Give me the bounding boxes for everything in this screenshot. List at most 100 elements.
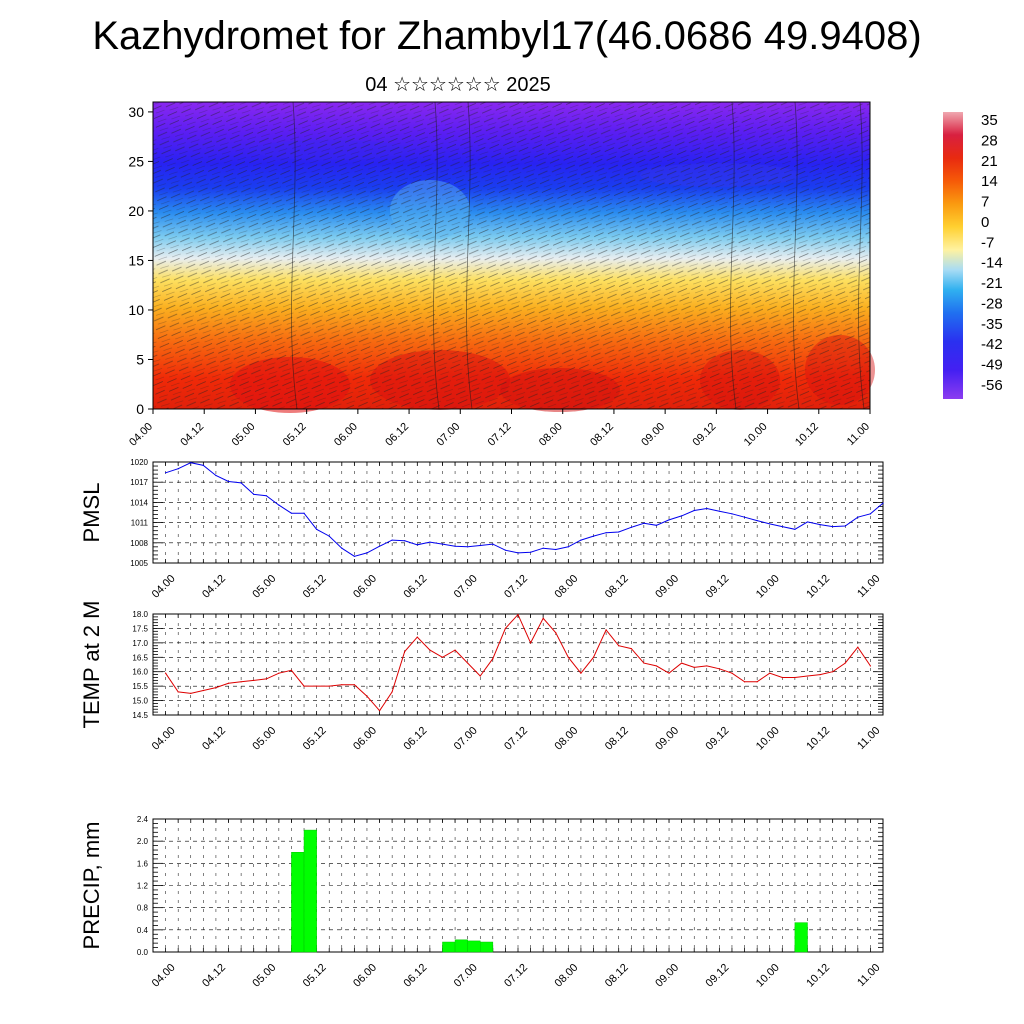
precip-panel: 0.0 0.4 0.8 1.2 1.6 2.0 2.4 04.00 04.12 05.00 05.1… xyxy=(79,815,884,990)
y-tick-label: 1.6 xyxy=(137,859,149,868)
data-point xyxy=(416,544,418,546)
streamline xyxy=(730,102,737,409)
x-tick-label: 04.12 xyxy=(178,421,206,449)
data-point xyxy=(265,678,267,680)
y-tick-label: 15.0 xyxy=(132,697,148,706)
data-point xyxy=(718,510,720,512)
x-tick-label: 10.00 xyxy=(754,962,782,990)
data-point xyxy=(882,502,884,504)
x-tick-label: 09.12 xyxy=(704,962,732,990)
data-point xyxy=(857,646,859,648)
data-point xyxy=(391,691,393,693)
x-tick-label: 07.12 xyxy=(502,725,530,753)
data-point xyxy=(164,472,167,474)
x-tick-label: 08.12 xyxy=(603,725,631,753)
data-point xyxy=(215,474,217,477)
data-point xyxy=(353,555,355,557)
y-tick-label: 15.5 xyxy=(132,682,148,691)
data-point xyxy=(265,495,267,497)
data-point xyxy=(630,526,632,528)
x-tick-label: 05.00 xyxy=(230,421,258,449)
x-tick-label: 07.00 xyxy=(434,421,462,449)
temperature-panel: 0 5 10 15 20 25 30 04.00 04.12 05.00 05.12 06.00 06.… xyxy=(127,101,875,449)
data-point xyxy=(529,642,532,644)
colorbar-label: 0 xyxy=(981,214,989,231)
x-tick-label: 08.12 xyxy=(588,421,616,449)
data-point xyxy=(366,695,368,697)
precip-bar xyxy=(442,941,456,953)
colorbar: 35 28 21 14 7 0 -7 -14 -21 -28 -35 -42 -49 -56 xyxy=(943,112,1003,399)
data-point xyxy=(404,650,406,653)
x-tick-label: 07.00 xyxy=(452,725,480,753)
y-tick-label: 0.4 xyxy=(137,926,149,935)
colorbar-label: 28 xyxy=(981,132,998,149)
x-tick-label: 04.00 xyxy=(127,421,155,449)
data-point xyxy=(278,672,280,674)
data-point xyxy=(731,672,733,674)
x-tick-label: 11.00 xyxy=(855,962,882,989)
y-tick-label: 16.5 xyxy=(132,653,148,662)
data-point xyxy=(227,480,230,483)
y-axis-title: PMSL xyxy=(79,483,104,543)
x-tick-label: 06.12 xyxy=(401,725,429,753)
data-point xyxy=(743,516,746,518)
y-axis-title: TEMP at 2 M xyxy=(79,601,104,729)
precip-bar xyxy=(794,922,808,953)
data-point xyxy=(857,516,859,518)
colorbar-label: -14 xyxy=(981,255,1003,272)
data-point xyxy=(844,662,846,664)
streamline xyxy=(793,102,800,409)
data-point xyxy=(202,464,204,466)
colorbar-label: -35 xyxy=(981,316,1003,333)
x-tick-label: 08.00 xyxy=(553,725,581,753)
data-point xyxy=(567,546,569,548)
data-point xyxy=(316,528,318,530)
data-point xyxy=(718,668,720,670)
data-point xyxy=(731,513,733,515)
data-point xyxy=(227,682,230,684)
data-point xyxy=(378,545,381,547)
data-point xyxy=(164,672,167,674)
data-point xyxy=(253,679,255,681)
x-tick-label: 06.00 xyxy=(332,421,360,449)
y-tick-label: 20 xyxy=(128,203,144,219)
chart-subtitle: 04 ☆☆☆☆☆☆ 2025 xyxy=(365,74,551,96)
data-point xyxy=(643,522,645,524)
colorbar-label: -7 xyxy=(981,234,994,251)
data-point xyxy=(290,512,293,514)
data-point xyxy=(190,462,192,464)
x-tick-label: 05.00 xyxy=(250,962,278,990)
colorbar-label: -49 xyxy=(981,357,1003,374)
data-point xyxy=(454,545,456,547)
x-tick-label: 09.00 xyxy=(653,725,681,753)
data-point xyxy=(794,676,796,679)
x-tick-label: 05.12 xyxy=(301,962,329,990)
y-tick-label: 1011 xyxy=(131,519,149,528)
data-point xyxy=(643,662,645,664)
data-point xyxy=(832,671,834,673)
y-tick-label: 17.0 xyxy=(132,639,148,648)
data-point xyxy=(756,519,758,522)
x-tick-label: 07.12 xyxy=(502,962,530,990)
x-tick-label: 05.12 xyxy=(301,725,329,753)
data-point xyxy=(668,519,670,521)
colorbar-label: -56 xyxy=(981,377,1003,394)
x-tick-label: 10.12 xyxy=(793,421,821,449)
y-tick-label: 10 xyxy=(128,302,144,318)
x-tick-label: 10.12 xyxy=(804,962,832,990)
colorbar-label: 21 xyxy=(981,153,998,170)
plot-frame xyxy=(152,461,884,564)
temp-panel: 14.5 15.0 15.5 16.0 16.5 17.0 17.5 18.0 04.00 04.… xyxy=(79,601,884,753)
streamline xyxy=(433,102,440,409)
x-tick-label: 05.00 xyxy=(250,725,278,753)
data-point xyxy=(681,662,683,664)
data-point xyxy=(819,524,821,526)
y-tick-label: 30 xyxy=(128,104,144,120)
colorbar-label: -42 xyxy=(981,336,1003,353)
colorbar-label: 14 xyxy=(981,173,998,190)
data-point xyxy=(706,507,708,510)
colorbar-label: 35 xyxy=(981,112,998,129)
wind-streamlines xyxy=(153,102,870,409)
data-point xyxy=(832,526,834,528)
x-tick-label: 09.00 xyxy=(653,962,681,990)
